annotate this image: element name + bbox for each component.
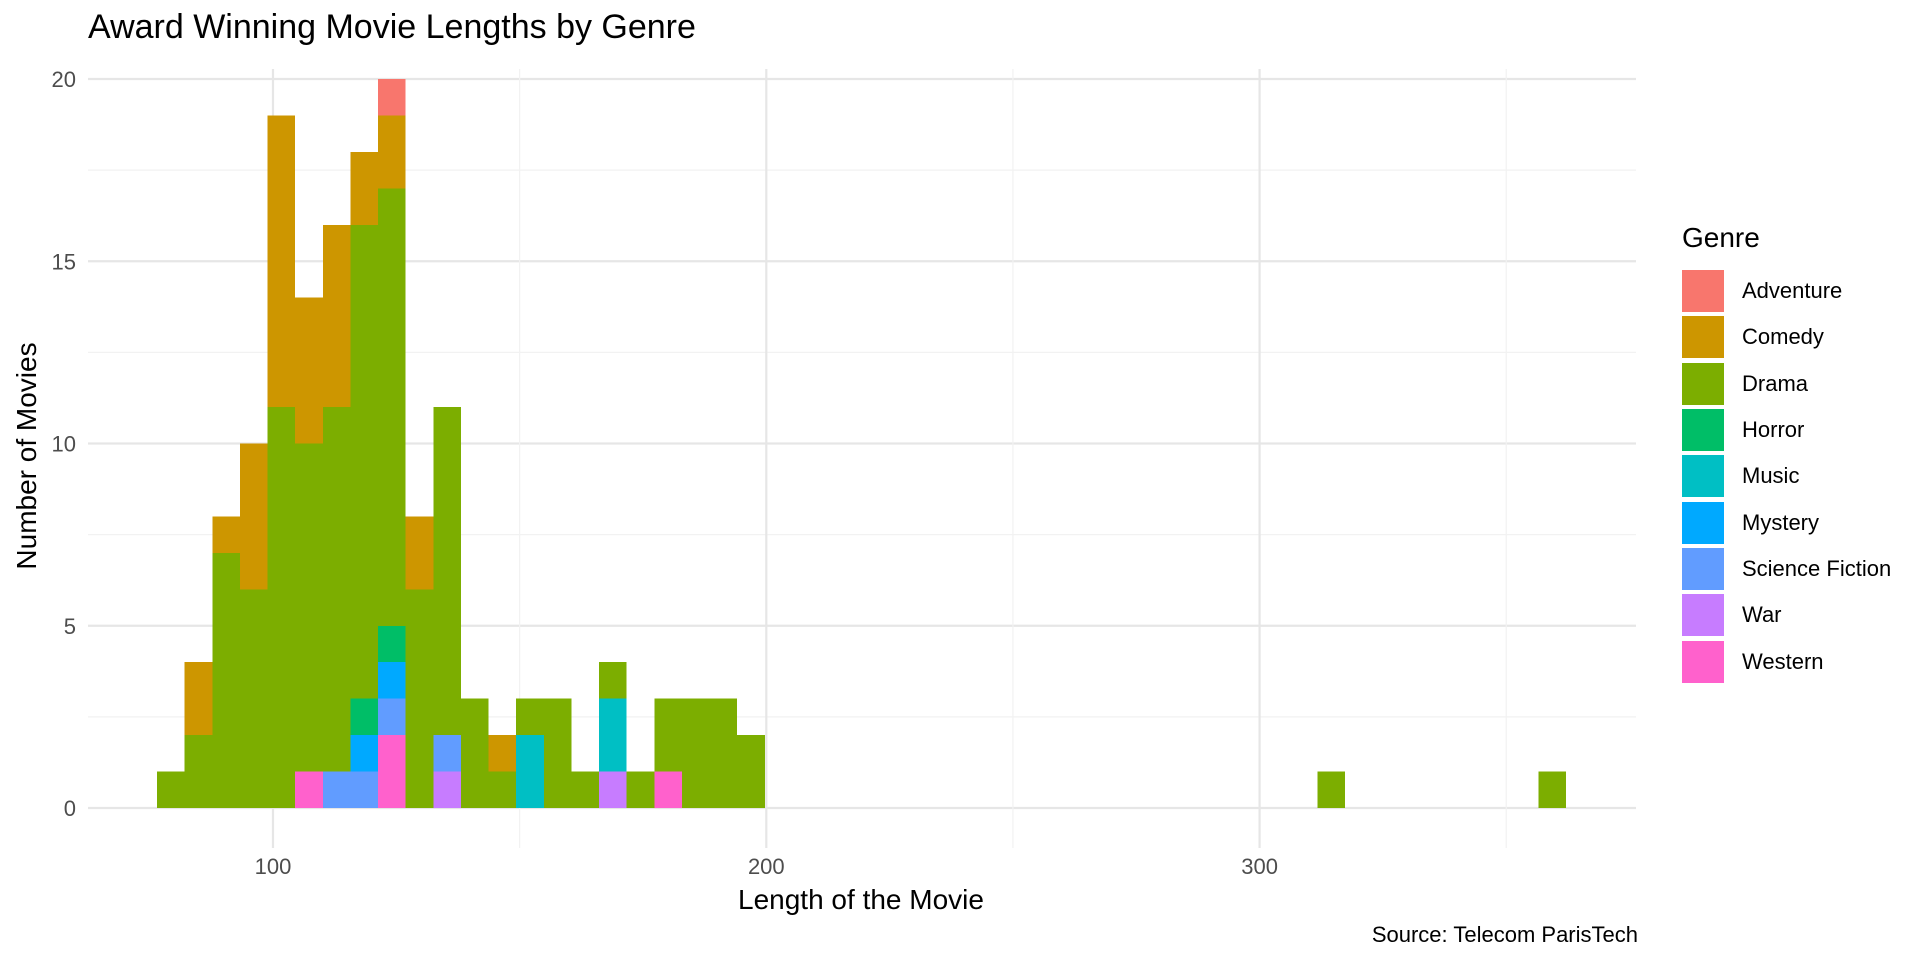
- bar-segment-drama: [350, 224, 379, 699]
- bar-segment-drama: [681, 698, 710, 808]
- bar-segment-drama: [1317, 771, 1345, 808]
- bar-segment-drama: [516, 698, 544, 736]
- bar-segment-comedy: [488, 735, 517, 772]
- bar-segment-western: [378, 735, 406, 808]
- bar-segment-adventure: [378, 79, 406, 116]
- bar-segment-comedy: [295, 297, 323, 444]
- legend-item-adventure: Adventure: [1682, 268, 1891, 314]
- y-axis-title: Number of Movies: [11, 342, 42, 569]
- bar-segment-drama: [599, 662, 627, 699]
- y-tick-label: 15: [52, 249, 76, 274]
- bar-segment-drama: [488, 771, 517, 808]
- bar-segment-war: [433, 771, 461, 808]
- legend-label: Mystery: [1742, 509, 1819, 535]
- bar-segment-comedy: [322, 224, 351, 408]
- legend-label: Drama: [1742, 370, 1809, 396]
- legend-item-comedy: Comedy: [1682, 314, 1891, 360]
- legend-label: Music: [1742, 463, 1800, 489]
- bar-segment-drama: [571, 771, 600, 808]
- bar-segment-drama: [433, 407, 461, 736]
- legend-label: Comedy: [1742, 324, 1824, 350]
- legend-item-music: Music: [1682, 453, 1891, 499]
- bar-segment-comedy: [212, 516, 240, 553]
- legend-label: War: [1742, 602, 1782, 628]
- legend-swatch: [1682, 270, 1724, 313]
- x-tick-label: 100: [255, 854, 292, 879]
- bar-segment-western: [295, 771, 323, 808]
- legend-swatch: [1682, 594, 1724, 637]
- legend-items: Adventure Comedy Drama Horror Music Mystery Sc…: [1682, 268, 1891, 685]
- bar-segment-comedy: [184, 662, 213, 736]
- legend-swatch: [1682, 362, 1724, 405]
- legend-swatch: [1682, 547, 1724, 590]
- legend: Genre Adventure Comedy Drama Horror Music Mys…: [1682, 222, 1891, 685]
- caption: Source: Telecom ParisTech: [1371, 922, 1638, 947]
- bar-segment-drama: [543, 698, 572, 808]
- bar-segment-science-fiction: [378, 698, 406, 736]
- bar-segment-drama: [295, 443, 323, 772]
- bar-segment-drama: [737, 735, 765, 808]
- legend-item-drama: Drama: [1682, 361, 1891, 407]
- bar-segment-drama: [1538, 771, 1566, 808]
- bar-segment-science-fiction: [433, 735, 461, 772]
- bar-segment-western: [654, 771, 682, 808]
- legend-swatch: [1682, 316, 1724, 359]
- legend-item-mystery: Mystery: [1682, 499, 1891, 545]
- bar-segment-drama: [322, 407, 351, 772]
- y-tick-label: 0: [64, 796, 76, 821]
- y-tick-label: 10: [52, 432, 76, 457]
- legend-label: Science Fiction: [1742, 555, 1892, 581]
- bar-segment-science-fiction: [322, 771, 351, 808]
- bar-segment-comedy: [405, 516, 434, 590]
- bar-segment-war: [599, 771, 627, 808]
- bar-segment-comedy: [239, 443, 268, 590]
- chart-title: Award Winning Movie Lengths by Genre: [88, 8, 696, 46]
- bar-segment-drama: [626, 771, 655, 808]
- legend-swatch: [1682, 501, 1724, 544]
- bar-segment-drama: [157, 771, 185, 808]
- legend-item-science-fiction: Science Fiction: [1682, 546, 1891, 592]
- legend-item-horror: Horror: [1682, 407, 1891, 453]
- bar-segment-music: [516, 735, 544, 808]
- y-tick-label: 20: [52, 67, 76, 92]
- bar-segment-comedy: [378, 115, 406, 189]
- bar-segment-music: [599, 698, 627, 772]
- legend-title: Genre: [1682, 222, 1760, 253]
- legend-label: Horror: [1742, 417, 1805, 443]
- bar-segment-comedy: [267, 115, 296, 408]
- bar-segment-drama: [654, 698, 682, 772]
- bar-segment-science-fiction: [350, 771, 379, 808]
- bar-segment-mystery: [350, 735, 379, 772]
- x-tick-label: 300: [1241, 854, 1278, 879]
- bar-segment-drama: [378, 188, 406, 626]
- legend-label: Western: [1742, 648, 1824, 674]
- bar-segment-mystery: [378, 662, 406, 699]
- tick-labels: 0 5 10 15 20 100 200 300: [52, 67, 1278, 879]
- legend-swatch: [1682, 640, 1724, 683]
- bars-layer: [157, 79, 1566, 808]
- bar-segment-drama: [239, 589, 268, 808]
- legend-item-war: War: [1682, 592, 1891, 638]
- bar-segment-drama: [184, 735, 213, 808]
- legend-swatch: [1682, 455, 1724, 498]
- bar-segment-drama: [212, 552, 240, 808]
- bar-segment-horror: [350, 698, 379, 736]
- x-tick-label: 200: [748, 854, 785, 879]
- bar-segment-drama: [405, 589, 434, 808]
- legend-label: Adventure: [1742, 278, 1843, 304]
- bar-segment-drama: [460, 698, 489, 808]
- legend-swatch: [1682, 409, 1724, 452]
- bar-segment-horror: [378, 625, 406, 663]
- y-tick-label: 5: [64, 614, 76, 639]
- bar-segment-comedy: [350, 151, 379, 225]
- bar-segment-drama: [709, 698, 738, 808]
- bar-segment-drama: [267, 407, 296, 808]
- legend-item-western: Western: [1682, 638, 1891, 684]
- x-axis-title: Length of the Movie: [738, 884, 984, 915]
